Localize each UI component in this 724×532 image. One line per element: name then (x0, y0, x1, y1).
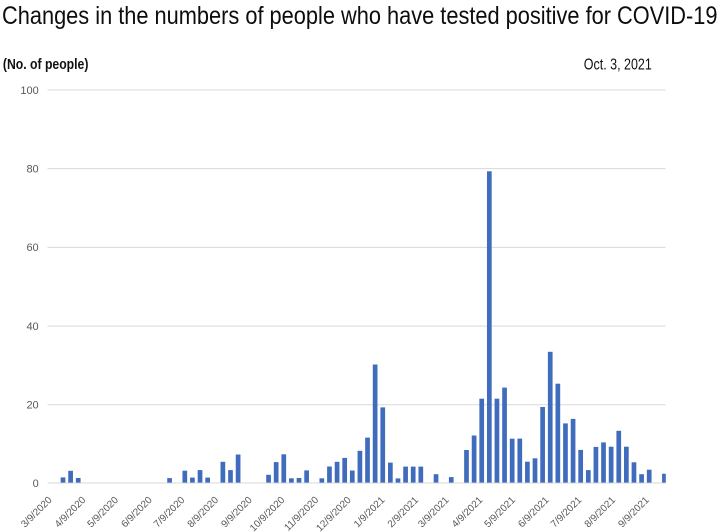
svg-text:0: 0 (33, 478, 39, 490)
svg-text:80: 80 (26, 163, 38, 175)
svg-text:60: 60 (26, 242, 38, 254)
svg-text:(No. of people): (No. of people) (3, 56, 89, 73)
svg-text:Changes in the numbers of peop: Changes in the numbers of people who hav… (2, 2, 718, 30)
svg-text:Oct. 3, 2021: Oct. 3, 2021 (584, 57, 652, 74)
svg-text:40: 40 (26, 321, 38, 333)
svg-text:20: 20 (26, 400, 38, 412)
svg-text:100: 100 (20, 85, 38, 97)
